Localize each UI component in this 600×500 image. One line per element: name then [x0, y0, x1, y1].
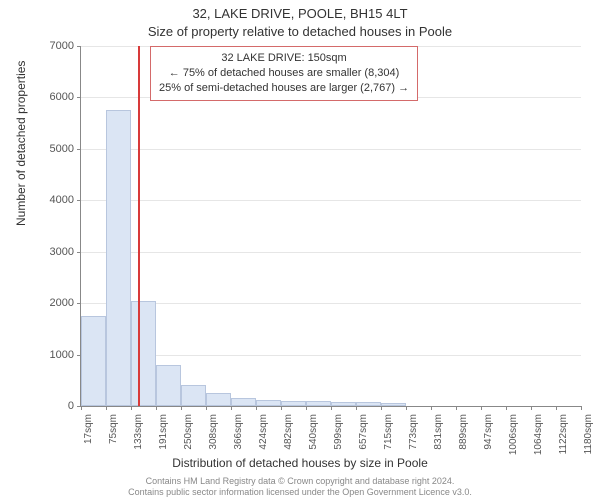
- histogram-bar: [81, 316, 106, 406]
- info-box: 32 LAKE DRIVE: 150sqm ← 75% of detached …: [150, 46, 418, 101]
- xtick-label: 424sqm: [258, 414, 269, 474]
- xtick-mark: [356, 406, 357, 410]
- info-box-line1: 32 LAKE DRIVE: 150sqm: [159, 51, 409, 66]
- xtick-label: 17sqm: [83, 414, 94, 474]
- histogram-bar: [381, 403, 406, 406]
- xtick-label: 1064sqm: [533, 414, 544, 474]
- reference-line: [138, 46, 140, 406]
- xtick-mark: [456, 406, 457, 410]
- ytick-label: 4000: [24, 194, 74, 206]
- ytick-label: 1000: [24, 349, 74, 361]
- xtick-label: 773sqm: [408, 414, 419, 474]
- ytick-mark: [77, 149, 81, 150]
- histogram-bar: [306, 401, 331, 406]
- xtick-label: 250sqm: [183, 414, 194, 474]
- xtick-mark: [506, 406, 507, 410]
- chart-title-sub: Size of property relative to detached ho…: [0, 24, 600, 39]
- ytick-mark: [77, 46, 81, 47]
- histogram-bar: [131, 301, 156, 406]
- gridline: [81, 200, 581, 201]
- xtick-mark: [156, 406, 157, 410]
- ytick-label: 7000: [24, 40, 74, 52]
- xtick-mark: [581, 406, 582, 410]
- xtick-mark: [556, 406, 557, 410]
- histogram-bar: [231, 398, 256, 406]
- xtick-label: 133sqm: [133, 414, 144, 474]
- footer-line2: Contains public sector information licen…: [0, 487, 600, 498]
- histogram-bar: [281, 401, 306, 406]
- xtick-mark: [306, 406, 307, 410]
- xtick-label: 831sqm: [433, 414, 444, 474]
- info-box-line3: 25% of semi-detached houses are larger (…: [159, 81, 409, 96]
- ytick-mark: [77, 200, 81, 201]
- ytick-label: 5000: [24, 143, 74, 155]
- xtick-label: 366sqm: [233, 414, 244, 474]
- xtick-mark: [106, 406, 107, 410]
- xtick-mark: [381, 406, 382, 410]
- chart-title-main: 32, LAKE DRIVE, POOLE, BH15 4LT: [0, 6, 600, 21]
- xtick-mark: [256, 406, 257, 410]
- histogram-bar: [156, 365, 181, 406]
- histogram-bar: [206, 393, 231, 406]
- xtick-label: 191sqm: [158, 414, 169, 474]
- xtick-mark: [231, 406, 232, 410]
- gridline: [81, 303, 581, 304]
- xtick-mark: [181, 406, 182, 410]
- xtick-mark: [131, 406, 132, 410]
- ytick-mark: [77, 303, 81, 304]
- xtick-label: 715sqm: [383, 414, 394, 474]
- ytick-label: 3000: [24, 246, 74, 258]
- xtick-label: 540sqm: [308, 414, 319, 474]
- histogram-bar: [256, 400, 281, 406]
- xtick-label: 1122sqm: [558, 414, 569, 474]
- histogram-bar: [106, 110, 131, 406]
- xtick-mark: [431, 406, 432, 410]
- footer-line1: Contains HM Land Registry data © Crown c…: [0, 476, 600, 487]
- xtick-label: 599sqm: [333, 414, 344, 474]
- ytick-mark: [77, 252, 81, 253]
- xtick-label: 1006sqm: [508, 414, 519, 474]
- xtick-mark: [331, 406, 332, 410]
- xtick-label: 889sqm: [458, 414, 469, 474]
- gridline: [81, 355, 581, 356]
- histogram-bar: [356, 402, 381, 406]
- xtick-label: 308sqm: [208, 414, 219, 474]
- xtick-label: 947sqm: [483, 414, 494, 474]
- xtick-mark: [531, 406, 532, 410]
- xtick-mark: [406, 406, 407, 410]
- histogram-bar: [331, 402, 356, 406]
- xtick-mark: [81, 406, 82, 410]
- ytick-mark: [77, 97, 81, 98]
- xtick-label: 657sqm: [358, 414, 369, 474]
- gridline: [81, 149, 581, 150]
- xtick-mark: [281, 406, 282, 410]
- ytick-label: 2000: [24, 297, 74, 309]
- ytick-label: 6000: [24, 91, 74, 103]
- ytick-label: 0: [24, 400, 74, 412]
- gridline: [81, 252, 581, 253]
- xtick-label: 482sqm: [283, 414, 294, 474]
- xtick-label: 75sqm: [108, 414, 119, 474]
- histogram-bar: [181, 385, 206, 406]
- xtick-label: 1180sqm: [583, 414, 594, 474]
- footer: Contains HM Land Registry data © Crown c…: [0, 476, 600, 498]
- xtick-mark: [206, 406, 207, 410]
- xtick-mark: [481, 406, 482, 410]
- info-box-line2: ← 75% of detached houses are smaller (8,…: [159, 66, 409, 81]
